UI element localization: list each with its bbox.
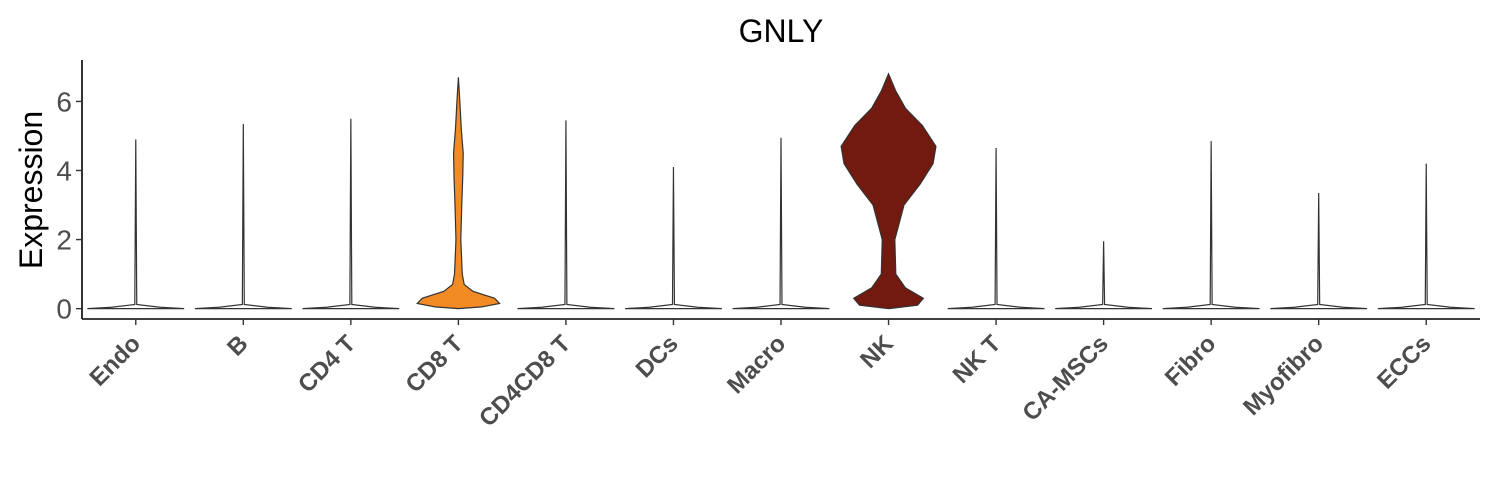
x-tick-label: Macro [722,330,791,399]
x-tick-label: Myofibro [1238,330,1329,421]
x-tick-label: NK [855,330,899,374]
x-tick-label: CD4 T [293,330,361,398]
x-tick-label: B [222,330,253,361]
chart-title: GNLY [739,13,824,49]
y-tick-label: 0 [56,294,72,325]
violin-eccs [1377,163,1475,310]
y-ticks: 0 2 4 6 [56,86,82,325]
x-tick-label: CD4CD8 T [474,330,576,432]
violin-nk [840,72,937,310]
violin-b [194,123,292,310]
x-tick-label: CA-MSCs [1017,330,1113,426]
y-axis-label: Expression [13,111,49,269]
violins [87,72,1475,310]
violin-cd4cd8-t [517,120,615,310]
x-tick-label: Endo [84,330,146,392]
x-ticks: Endo B CD4 T CD8 T CD4CD8 T DCs Macro NK NK T CA-… [84,319,1436,432]
violin-cd8-t [416,77,501,310]
y-tick-label: 2 [56,225,72,256]
x-tick-label: NK T [948,330,1007,389]
x-tick-label: Fibro [1160,330,1222,392]
violin-endo [87,139,185,310]
x-tick-label: ECCs [1372,330,1436,394]
violin-myofibro [1270,192,1368,310]
y-tick-label: 6 [56,86,72,117]
violin-macro [732,137,830,310]
y-tick-label: 4 [56,156,72,187]
x-tick-label: DCs [631,330,684,383]
violin-fibro [1162,141,1260,310]
violin-cd4-t [302,118,400,310]
violin-dcs [625,167,722,310]
x-tick-label: CD8 T [401,330,469,398]
violin-ca-mscs [1055,241,1153,310]
violin-nk-t [947,148,1045,310]
